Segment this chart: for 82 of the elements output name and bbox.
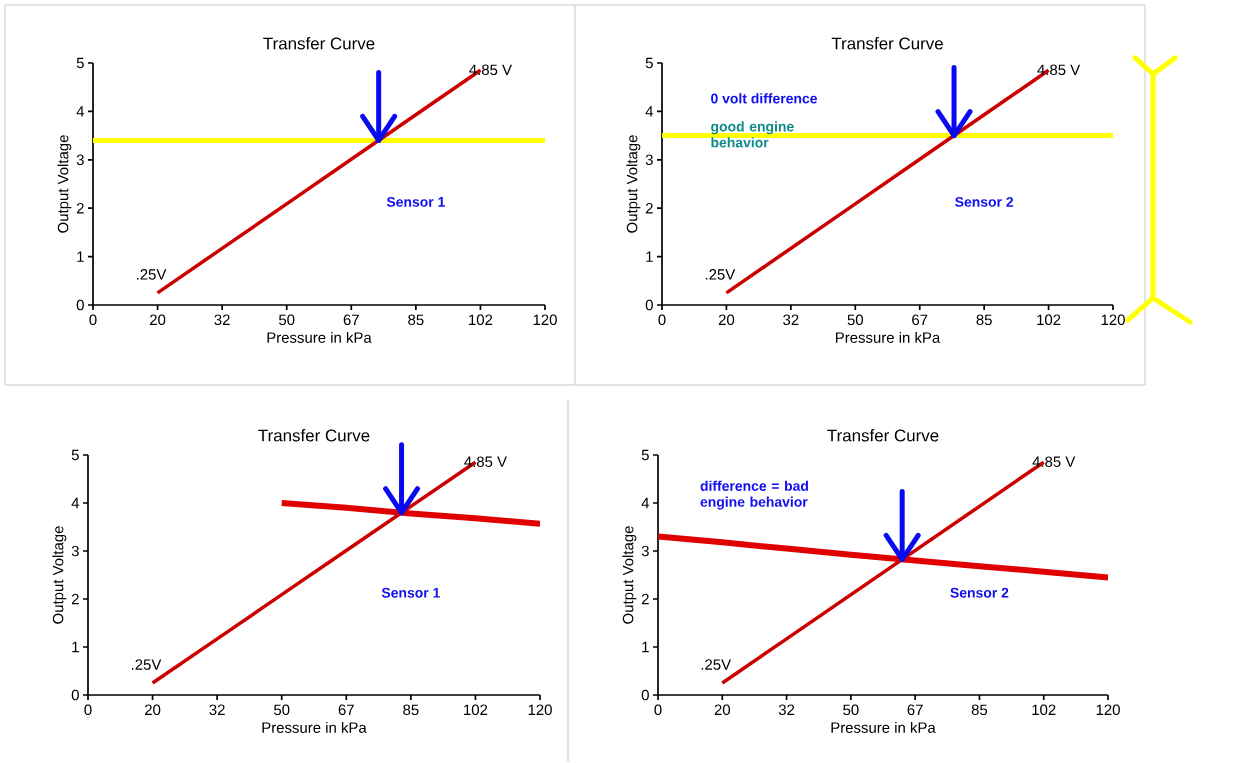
y-axis-title: Output Voltage: [52, 526, 67, 624]
x-tick-label: 120: [528, 704, 552, 716]
y-tick-label: 1: [646, 251, 653, 262]
text: Sensor 1: [381, 587, 440, 598]
chart-title: Transfer Curve: [831, 37, 943, 50]
x-tick-label: 85: [971, 704, 988, 716]
x-tick-label: 20: [718, 314, 735, 326]
annotation: 4.85 V: [469, 64, 512, 76]
y-tick-label: 0: [641, 689, 649, 701]
x-tick-label: 20: [150, 314, 166, 326]
annotation: .25V: [701, 659, 732, 670]
y-tick-label: 1: [72, 641, 79, 653]
annotation: .25V: [705, 269, 736, 280]
x-tick-label: 50: [843, 704, 859, 716]
x-tick-label: 120: [1096, 704, 1120, 716]
text: Sensor 2: [950, 587, 1009, 598]
x-tick-label: 67: [912, 314, 928, 326]
annotation: 4.85 V: [464, 456, 507, 467]
y-tick-label: 5: [76, 57, 84, 69]
y-tick-label: 2: [645, 202, 653, 214]
text: Sensor 2: [955, 196, 1014, 207]
y-tick-label: 1: [77, 251, 84, 262]
x-tick-label: 20: [714, 704, 731, 716]
y-axis-title: Output Voltage: [626, 135, 641, 233]
x-axis-title: Pressure in kPa: [267, 331, 372, 343]
annotation: good engine behavior: [711, 121, 794, 148]
x-tick-label: 102: [1037, 314, 1061, 326]
x-tick-label: 50: [274, 704, 290, 716]
chart-title: Transfer Curve: [827, 429, 939, 442]
x-tick-label: 20: [145, 704, 161, 716]
x-tick-label: 0: [658, 314, 666, 326]
x-tick-label: 0: [654, 704, 662, 716]
y-tick-label: 3: [76, 154, 84, 166]
y-tick-label: 5: [645, 57, 653, 69]
y-tick-label: 4: [76, 106, 85, 117]
x-tick-label: 32: [778, 704, 795, 716]
y-tick-label: 2: [641, 593, 649, 605]
x-tick-label: 67: [907, 704, 923, 716]
x-tick-label: 102: [469, 314, 493, 326]
text: Sensor 1: [386, 196, 445, 207]
y-tick-label: 2: [76, 202, 84, 214]
x-tick-label: 67: [343, 314, 359, 326]
y-tick-label: 2: [71, 593, 79, 605]
annotation: .25V: [131, 659, 162, 670]
y-tick-label: 3: [645, 154, 653, 166]
annotation: .25V: [136, 269, 167, 280]
annotation: 0 volt difference: [711, 93, 818, 104]
y-tick-label: 0: [71, 689, 79, 701]
y-tick-label: 5: [71, 449, 79, 461]
x-tick-label: 67: [338, 704, 354, 716]
x-tick-label: 102: [1032, 704, 1056, 716]
y-tick-label: 1: [642, 641, 649, 653]
x-axis-title: Pressure in kPa: [262, 721, 367, 733]
y-tick-label: 3: [71, 545, 79, 557]
y-axis-title: Output Voltage: [622, 526, 637, 624]
y-tick-label: 5: [641, 449, 649, 461]
x-tick-label: 0: [89, 314, 97, 326]
x-axis-title: Pressure in kPa: [835, 331, 941, 343]
y-tick-label: 4: [645, 106, 654, 117]
y-tick-label: 0: [645, 299, 653, 311]
x-tick-label: 85: [976, 314, 992, 326]
annotation: 4.85 V: [1032, 456, 1076, 467]
x-tick-label: 85: [408, 314, 424, 326]
annotation: 4.85 V: [1037, 64, 1081, 76]
x-tick-label: 32: [209, 704, 225, 716]
y-axis-title: Output Voltage: [57, 135, 72, 233]
x-tick-label: 32: [783, 314, 799, 326]
x-tick-label: 120: [533, 314, 557, 326]
chart-title: Transfer Curve: [258, 429, 370, 442]
x-tick-label: 102: [464, 704, 488, 716]
annotation: difference = bad engine behavior: [700, 480, 808, 510]
x-tick-label: 50: [279, 314, 295, 326]
y-tick-label: 4: [641, 497, 650, 509]
x-axis-title: Pressure in kPa: [831, 721, 936, 733]
x-tick-label: 32: [214, 314, 230, 326]
x-tick-label: 120: [1101, 314, 1125, 326]
chart-title: Transfer Curve: [263, 37, 375, 50]
y-tick-label: 4: [71, 497, 80, 509]
x-tick-label: 85: [403, 704, 419, 716]
y-tick-label: 3: [641, 545, 649, 557]
y-tick-label: 0: [76, 299, 84, 311]
x-tick-label: 50: [847, 314, 864, 326]
